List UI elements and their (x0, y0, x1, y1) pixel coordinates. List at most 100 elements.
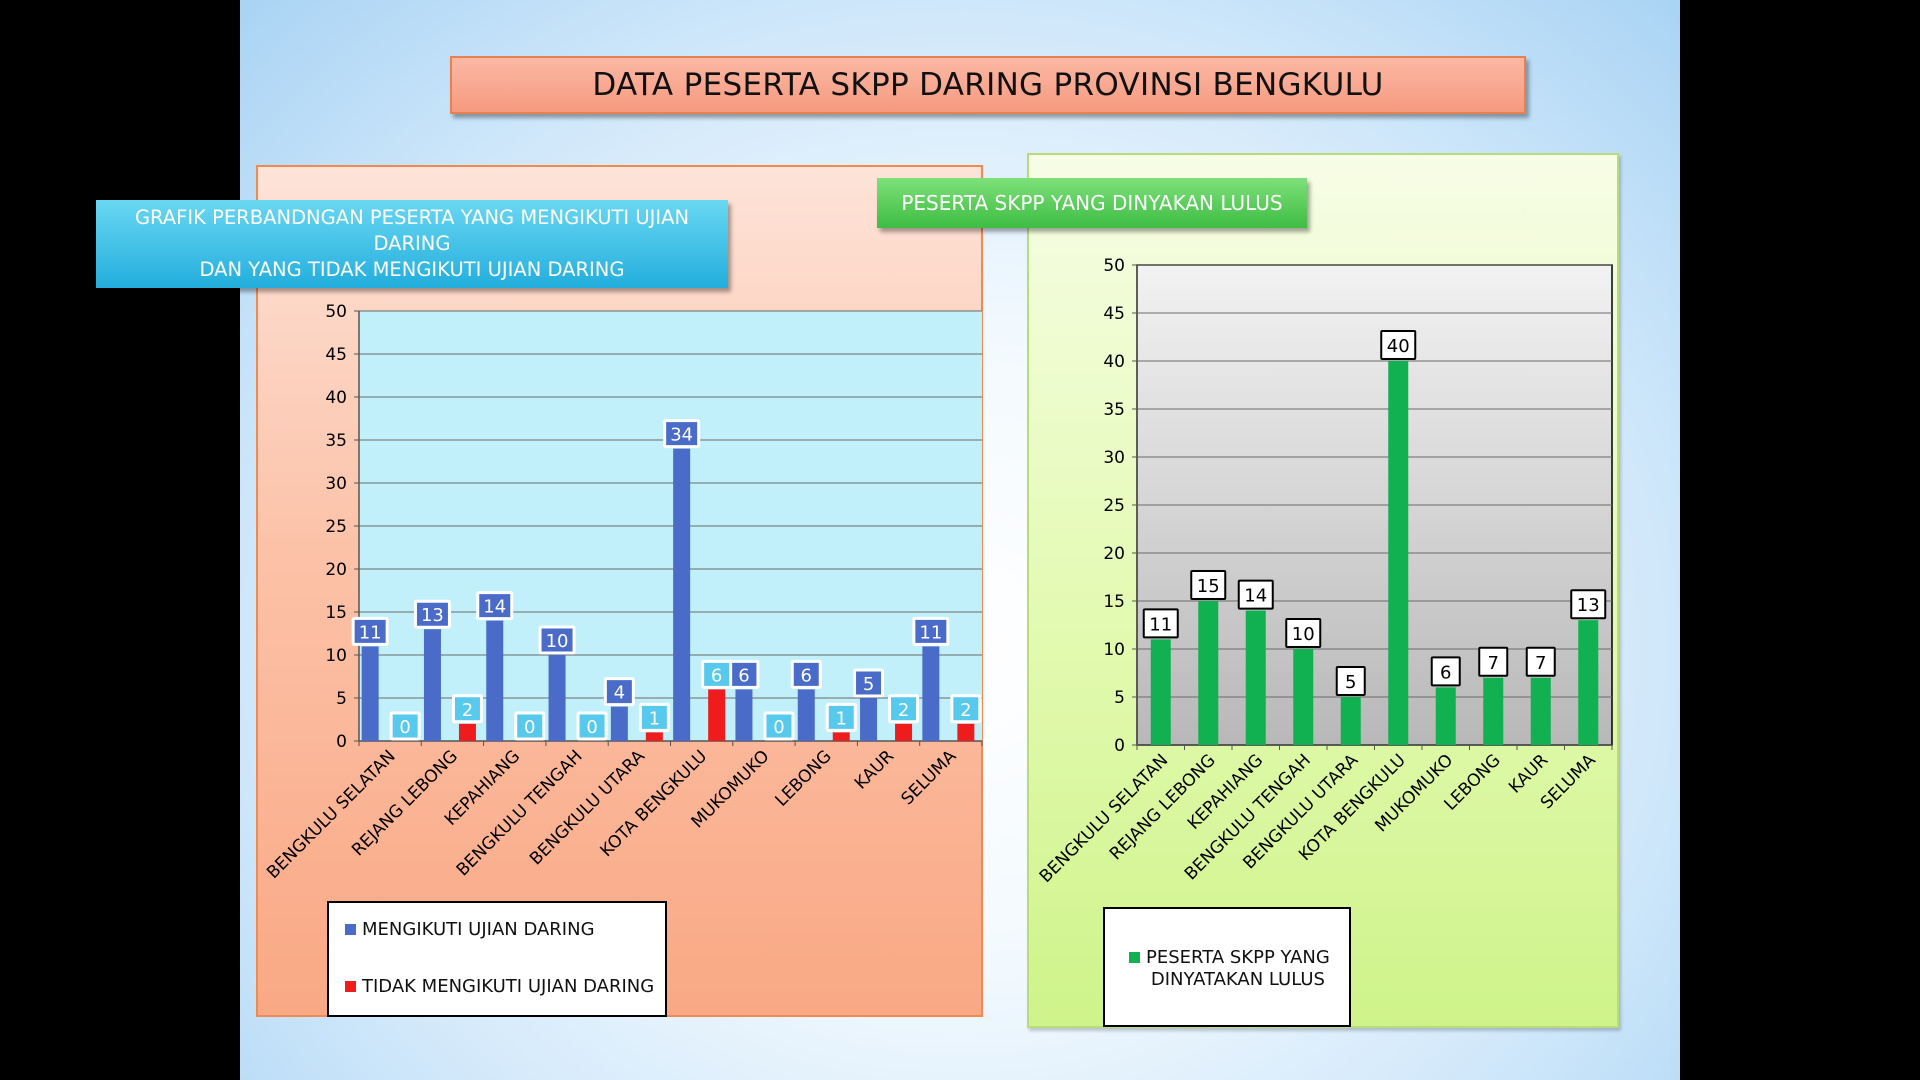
left-ytick-label-40: 40 (325, 388, 347, 408)
left-chart-title-line-2: DAN YANG TIDAK MENGIKUTI UJIAN DARING (199, 258, 625, 281)
left-bar-mengikuti-ujian-daring-bengkulu-tengah (548, 655, 566, 741)
slide-title: DATA PESERTA SKPP DARING PROVINSI BENGKU… (450, 56, 1526, 114)
left-ytick-label-30: 30 (325, 474, 347, 494)
right-ytick-label-50: 50 (1103, 256, 1125, 276)
left-ytick-label-25: 25 (325, 517, 347, 537)
left-data-label-mengikuti-ujian-daring-9: 11 (919, 622, 942, 643)
right-data-label-peserta-skpp-yang-dinyatakan-lulus-2: 14 (1244, 586, 1267, 607)
left-data-label-mengikuti-ujian-daring-0: 11 (359, 622, 382, 643)
left-bar-tidak-mengikuti-ujian-daring-seluma (957, 723, 975, 741)
left-data-label-box-mengikuti-ujian-daring-7 (790, 659, 822, 689)
legend-item-lulus: PESERTA SKPP YANG DINYATAKAN LULUS (1129, 947, 1330, 991)
left-data-label-tidak-mengikuti-ujian-daring-4: 1 (649, 708, 660, 729)
right-bar-peserta-skpp-yang-dinyatakan-lulus-lebong (1483, 677, 1504, 745)
right-data-label-peserta-skpp-yang-dinyatakan-lulus-0: 11 (1149, 614, 1172, 635)
legend-label-mengikuti: MENGIKUTI UJIAN DARING (362, 919, 595, 940)
right-data-label-box-peserta-skpp-yang-dinyatakan-lulus-3 (1285, 618, 1322, 648)
left-data-label-box-tidak-mengikuti-ujian-daring-4 (638, 702, 670, 732)
left-ytick-label-5: 5 (336, 689, 347, 709)
left-category-label-seluma: SELUMA (898, 746, 961, 809)
left-data-label-tidak-mengikuti-ujian-daring-5: 6 (711, 665, 722, 686)
left-category-label-kota-bengkulu: KOTA BENGKULU (596, 746, 711, 861)
left-bar-tidak-mengikuti-ujian-daring-bengkulu-utara (645, 732, 663, 741)
right-data-label-peserta-skpp-yang-dinyatakan-lulus-1: 15 (1197, 576, 1220, 597)
left-ytick-label-20: 20 (325, 560, 347, 580)
left-bar-mengikuti-ujian-daring-kepahiang (486, 620, 504, 741)
right-data-label-box-peserta-skpp-yang-dinyatakan-lulus-7 (1478, 646, 1509, 677)
left-bar-mengikuti-ujian-daring-mukomuko (735, 689, 753, 741)
left-data-label-box-mengikuti-ujian-daring-4 (603, 677, 635, 707)
left-data-label-tidak-mengikuti-ujian-daring-8: 2 (898, 700, 909, 721)
left-bar-mengikuti-ujian-daring-bengkulu-utara (610, 706, 628, 741)
left-data-label-tidak-mengikuti-ujian-daring-1: 2 (462, 700, 473, 721)
left-data-label-box-mengikuti-ujian-daring-0 (351, 616, 389, 646)
right-ytick-label-35: 35 (1103, 400, 1125, 420)
left-data-label-box-mengikuti-ujian-daring-1 (413, 599, 451, 629)
left-data-label-box-mengikuti-ujian-daring-8 (853, 668, 885, 698)
left-bar-mengikuti-ujian-daring-rejang-lebong (423, 629, 441, 741)
left-ytick-label-50: 50 (325, 302, 347, 322)
right-data-label-peserta-skpp-yang-dinyatakan-lulus-7: 7 (1488, 653, 1499, 674)
left-bar-tidak-mengikuti-ujian-daring-rejang-lebong (458, 723, 476, 741)
left-data-label-tidak-mengikuti-ujian-daring-3: 0 (586, 717, 597, 738)
left-chart-legend: MENGIKUTI UJIAN DARING TIDAK MENGIKUTI U… (327, 901, 667, 1017)
legend-item-mengikuti: MENGIKUTI UJIAN DARING (345, 919, 595, 941)
right-bar-peserta-skpp-yang-dinyatakan-lulus-bengkulu-tengah (1293, 649, 1314, 745)
left-bar-mengikuti-ujian-daring-bengkulu-selatan (361, 646, 379, 741)
right-data-label-box-peserta-skpp-yang-dinyatakan-lulus-5 (1380, 330, 1417, 360)
left-category-label-bengkulu-utara: BENGKULU UTARA (526, 746, 649, 869)
left-data-label-mengikuti-ujian-daring-7: 6 (801, 665, 812, 686)
right-ytick-label-15: 15 (1103, 592, 1125, 612)
right-ytick-label-45: 45 (1103, 304, 1125, 324)
left-data-label-mengikuti-ujian-daring-6: 6 (738, 665, 749, 686)
left-category-label-lebong: LEBONG (772, 746, 836, 810)
left-ytick-label-10: 10 (325, 646, 347, 666)
right-bar-peserta-skpp-yang-dinyatakan-lulus-bengkulu-utara (1340, 697, 1361, 745)
right-data-label-peserta-skpp-yang-dinyatakan-lulus-4: 5 (1345, 672, 1356, 693)
left-ytick-label-45: 45 (325, 345, 347, 365)
left-data-label-tidak-mengikuti-ujian-daring-7: 1 (836, 708, 847, 729)
legend-item-tidak-mengikuti: TIDAK MENGIKUTI UJIAN DARING (345, 976, 654, 998)
right-bar-peserta-skpp-yang-dinyatakan-lulus-kaur (1530, 677, 1551, 745)
right-bar-peserta-skpp-yang-dinyatakan-lulus-kepahiang (1245, 610, 1266, 745)
left-data-label-box-mengikuti-ujian-daring-5 (663, 419, 701, 449)
left-bar-tidak-mengikuti-ujian-daring-kaur (895, 723, 913, 741)
left-ytick-label-35: 35 (325, 431, 347, 451)
left-bar-tidak-mengikuti-ujian-daring-kota-bengkulu (708, 689, 726, 741)
left-data-label-mengikuti-ujian-daring-5: 34 (670, 425, 693, 446)
left-ytick-label-0: 0 (336, 732, 347, 752)
right-data-label-peserta-skpp-yang-dinyatakan-lulus-6: 6 (1440, 662, 1451, 683)
left-category-label-kaur: KAUR (851, 746, 898, 793)
left-data-label-box-tidak-mengikuti-ujian-daring-9 (950, 694, 982, 724)
right-ytick-label-40: 40 (1103, 352, 1125, 372)
left-bar-mengikuti-ujian-daring-kaur (860, 698, 878, 741)
left-data-label-tidak-mengikuti-ujian-daring-6: 0 (773, 717, 784, 738)
left-data-label-box-tidak-mengikuti-ujian-daring-0 (389, 711, 421, 741)
left-data-label-tidak-mengikuti-ujian-daring-9: 2 (960, 700, 971, 721)
right-ytick-label-20: 20 (1103, 544, 1125, 564)
left-chart-title: GRAFIK PERBANDNGAN PESERTA YANG MENGIKUT… (96, 200, 728, 288)
right-data-label-peserta-skpp-yang-dinyatakan-lulus-9: 13 (1577, 595, 1600, 616)
right-ytick-label-0: 0 (1114, 736, 1125, 756)
right-ytick-label-10: 10 (1103, 640, 1125, 660)
right-data-label-peserta-skpp-yang-dinyatakan-lulus-3: 10 (1292, 624, 1315, 645)
right-bar-peserta-skpp-yang-dinyatakan-lulus-seluma (1578, 620, 1599, 745)
left-data-label-mengikuti-ujian-daring-3: 10 (546, 631, 569, 652)
right-data-label-box-peserta-skpp-yang-dinyatakan-lulus-9 (1570, 589, 1607, 620)
left-ytick-label-15: 15 (325, 603, 347, 623)
left-data-label-box-tidak-mengikuti-ujian-daring-8 (888, 694, 920, 724)
legend-label-lulus-line-1: PESERTA SKPP YANG (1146, 947, 1330, 968)
right-data-label-box-peserta-skpp-yang-dinyatakan-lulus-0 (1142, 608, 1179, 639)
left-data-label-mengikuti-ujian-daring-2: 14 (483, 597, 506, 618)
legend-label-lulus-line-2: DINYATAKAN LULUS (1150, 969, 1325, 990)
left-data-label-tidak-mengikuti-ujian-daring-2: 0 (524, 717, 535, 738)
left-chart-title-line-1: GRAFIK PERBANDNGAN PESERTA YANG MENGIKUT… (134, 206, 690, 255)
right-data-label-peserta-skpp-yang-dinyatakan-lulus-5: 40 (1387, 336, 1410, 357)
right-data-label-box-peserta-skpp-yang-dinyatakan-lulus-8 (1525, 646, 1556, 677)
left-bar-mengikuti-ujian-daring-seluma (922, 646, 940, 741)
right-bar-peserta-skpp-yang-dinyatakan-lulus-rejang-lebong (1198, 601, 1219, 745)
left-data-label-box-tidak-mengikuti-ujian-daring-7 (825, 702, 857, 732)
